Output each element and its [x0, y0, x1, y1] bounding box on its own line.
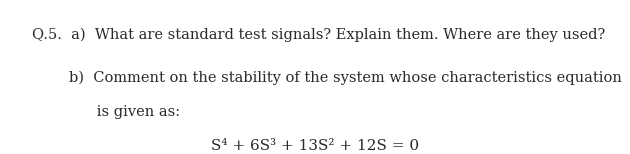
Text: b)  Comment on the stability of the system whose characteristics equation: b) Comment on the stability of the syste… [32, 71, 621, 85]
Text: Q.5.  a)  What are standard test signals? Explain them. Where are they used?: Q.5. a) What are standard test signals? … [32, 28, 605, 42]
Text: is given as:: is given as: [32, 105, 180, 119]
Text: S⁴ + 6S³ + 13S² + 12S = 0: S⁴ + 6S³ + 13S² + 12S = 0 [211, 139, 419, 153]
